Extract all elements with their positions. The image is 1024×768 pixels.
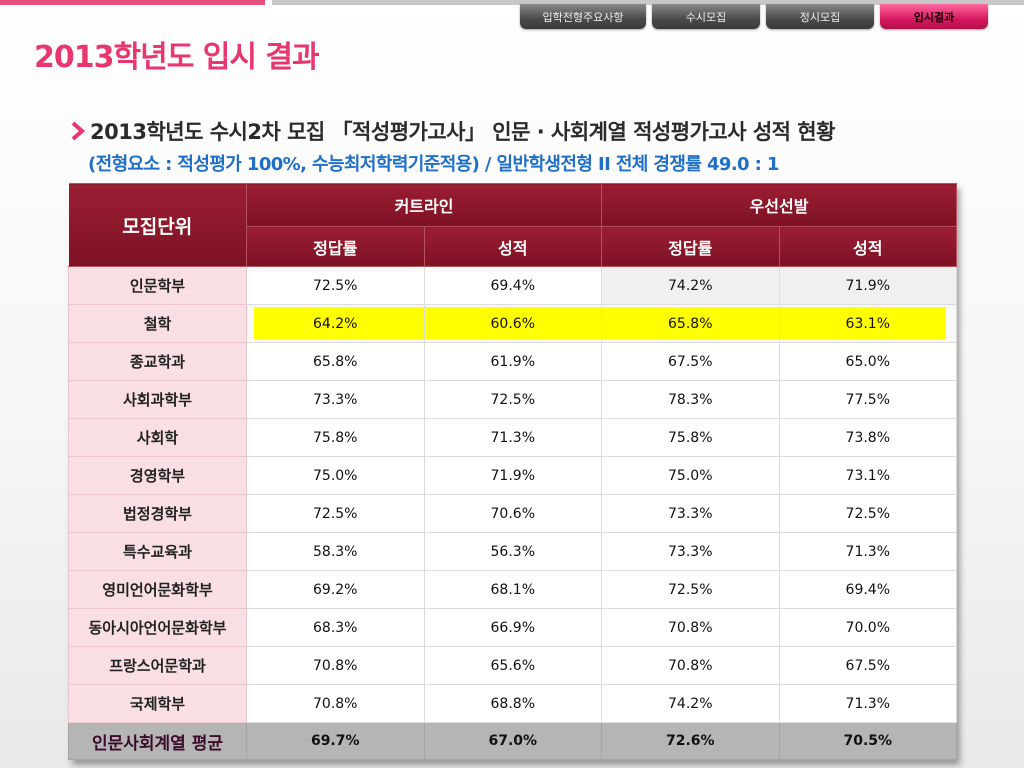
table-row: 국제학부 70.8% 68.8% 74.2% 71.3% xyxy=(68,684,958,723)
cell: 71.3% xyxy=(778,684,958,723)
cell: 65.8% xyxy=(601,304,780,343)
results-table: 모집단위 커트라인 우선선발 정답률 성적 정답률 성적 인문학부 72.5% … xyxy=(68,183,958,760)
cell: 70.8% xyxy=(246,646,425,685)
cell: 71.9% xyxy=(423,456,603,495)
header-pri-rate: 정답률 xyxy=(601,226,780,267)
cell: 75.0% xyxy=(601,456,780,495)
header-unit: 모집단위 xyxy=(68,183,247,267)
cell: 73.3% xyxy=(246,380,425,419)
table-row: 사회과학부 73.3% 72.5% 78.3% 77.5% xyxy=(68,380,958,419)
chevron-right-icon xyxy=(71,121,86,141)
top-gray-bar xyxy=(272,0,1024,5)
cell: 58.3% xyxy=(246,532,425,571)
cell: 70.6% xyxy=(423,494,603,533)
cell: 65.0% xyxy=(778,342,958,381)
row-unit: 특수교육과 xyxy=(68,532,247,571)
cell: 72.6% xyxy=(601,722,780,760)
row-unit: 프랑스어문학과 xyxy=(68,646,247,685)
results-table-container: 모집단위 커트라인 우선선발 정답률 성적 정답률 성적 인문학부 72.5% … xyxy=(68,183,958,760)
cell: 60.6% xyxy=(423,304,603,343)
row-unit: 종교학과 xyxy=(68,342,247,381)
cell: 74.2% xyxy=(601,266,780,305)
header-cut-rate: 정답률 xyxy=(246,226,425,267)
cell: 70.8% xyxy=(601,646,780,685)
cell: 72.5% xyxy=(778,494,958,533)
cell: 56.3% xyxy=(423,532,603,571)
cell: 69.4% xyxy=(423,266,603,305)
cell: 75.0% xyxy=(246,456,425,495)
cell: 71.3% xyxy=(778,532,958,571)
table-row: 종교학과 65.8% 61.9% 67.5% 65.0% xyxy=(68,342,958,381)
row-unit: 인문학부 xyxy=(68,266,247,305)
table-row-average: 인문사회계열 평균 69.7% 67.0% 72.6% 70.5% xyxy=(68,722,958,760)
table-row: 영미언어문화학부 69.2% 68.1% 72.5% 69.4% xyxy=(68,570,958,609)
cell: 70.8% xyxy=(601,608,780,647)
cell: 68.1% xyxy=(423,570,603,609)
header-priority: 우선선발 xyxy=(601,183,958,227)
cell: 70.0% xyxy=(778,608,958,647)
cell: 78.3% xyxy=(601,380,780,419)
cell: 64.2% xyxy=(246,304,425,343)
cell: 65.8% xyxy=(246,342,425,381)
tab-early-admission[interactable]: 수시모집 xyxy=(652,4,760,29)
page-title: 2013학년도 입시 결과 xyxy=(34,40,320,75)
cell: 73.1% xyxy=(778,456,958,495)
row-unit: 철학 xyxy=(68,304,247,343)
cell: 72.5% xyxy=(246,494,425,533)
selection-note: (전형요소 : 적성평가 100%, 수능최저학력기준적용) / 일반학생전형 … xyxy=(88,154,779,175)
top-nav: 입학전형주요사항 수시모집 정시모집 입시결과 xyxy=(520,4,988,29)
cell: 67.5% xyxy=(778,646,958,685)
row-unit: 동아시아언어문화학부 xyxy=(68,608,247,647)
table-row: 법정경학부 72.5% 70.6% 73.3% 72.5% xyxy=(68,494,958,533)
table-row: 프랑스어문학과 70.8% 65.6% 70.8% 67.5% xyxy=(68,646,958,685)
cell: 70.8% xyxy=(246,684,425,723)
header-pri-score: 성적 xyxy=(778,226,958,267)
table-row: 경영학부 75.0% 71.9% 75.0% 73.1% xyxy=(68,456,958,495)
row-unit: 사회과학부 xyxy=(68,380,247,419)
cell: 75.8% xyxy=(601,418,780,457)
table-row: 사회학 75.8% 71.3% 75.8% 73.8% xyxy=(68,418,958,457)
cell: 75.8% xyxy=(246,418,425,457)
table-row: 동아시아언어문화학부 68.3% 66.9% 70.8% 70.0% xyxy=(68,608,958,647)
table-row: 특수교육과 58.3% 56.3% 73.3% 71.3% xyxy=(68,532,958,571)
cell: 63.1% xyxy=(778,304,958,343)
cell: 67.0% xyxy=(423,722,603,760)
cell: 72.5% xyxy=(601,570,780,609)
row-unit: 법정경학부 xyxy=(68,494,247,533)
header-cutline: 커트라인 xyxy=(245,183,603,227)
cell: 66.9% xyxy=(423,608,603,647)
cell: 77.5% xyxy=(778,380,958,419)
header-cut-score: 성적 xyxy=(423,226,603,267)
cell: 73.8% xyxy=(778,418,958,457)
tab-admission-results[interactable]: 입시결과 xyxy=(880,4,988,29)
cell: 73.3% xyxy=(601,494,780,533)
cell: 70.5% xyxy=(778,722,958,760)
cell: 61.9% xyxy=(423,342,603,381)
cell: 68.3% xyxy=(246,608,425,647)
row-unit: 경영학부 xyxy=(68,456,247,495)
row-unit: 영미언어문화학부 xyxy=(68,570,247,609)
tab-admission-summary[interactable]: 입학전형주요사항 xyxy=(520,4,646,29)
cell: 71.3% xyxy=(423,418,603,457)
cell: 69.4% xyxy=(778,570,958,609)
cell: 69.7% xyxy=(246,722,425,760)
table-row-highlighted: 철학 64.2% 60.6% 65.8% 63.1% xyxy=(68,304,958,343)
cell: 65.6% xyxy=(423,646,603,685)
average-label: 인문사회계열 평균 xyxy=(68,722,247,760)
subtitle-row: 2013학년도 수시2차 모집 「적성평가고사」 인문 · 사회계열 적성평가고… xyxy=(70,116,835,146)
tab-regular-admission[interactable]: 정시모집 xyxy=(766,4,874,29)
cell: 68.8% xyxy=(423,684,603,723)
top-accent-bar xyxy=(0,0,265,5)
table-subtitle: 2013학년도 수시2차 모집 「적성평가고사」 인문 · 사회계열 적성평가고… xyxy=(90,120,835,144)
row-unit: 사회학 xyxy=(68,418,247,457)
table-row: 인문학부 72.5% 69.4% 74.2% 71.9% xyxy=(68,266,958,305)
cell: 73.3% xyxy=(601,532,780,571)
cell: 74.2% xyxy=(601,684,780,723)
cell: 67.5% xyxy=(601,342,780,381)
cell: 69.2% xyxy=(246,570,425,609)
cell: 72.5% xyxy=(246,266,425,305)
cell: 72.5% xyxy=(423,380,603,419)
row-unit: 국제학부 xyxy=(68,684,247,723)
cell: 71.9% xyxy=(778,266,958,305)
